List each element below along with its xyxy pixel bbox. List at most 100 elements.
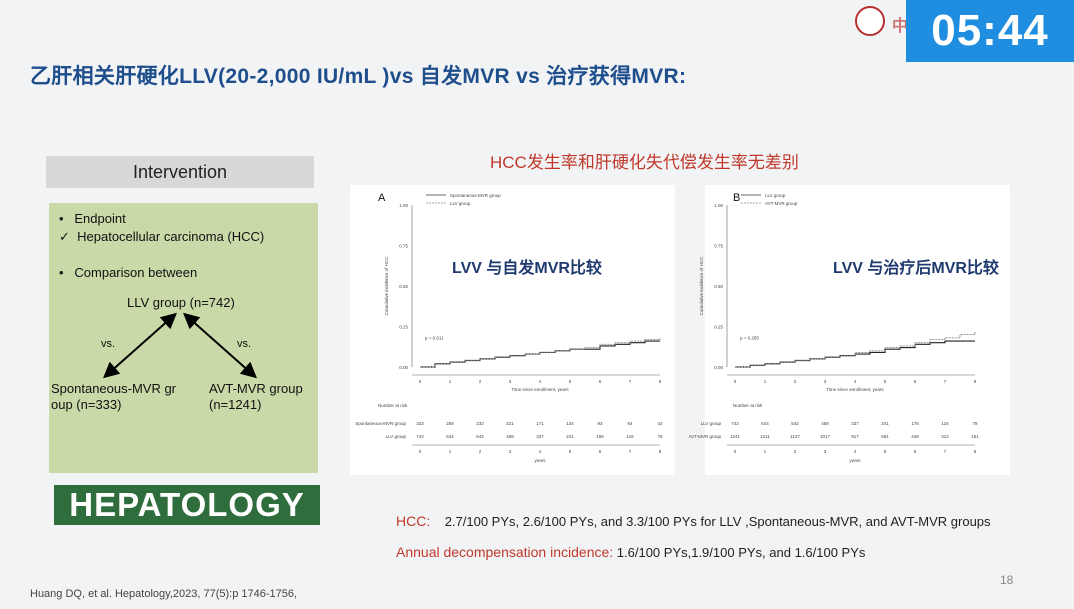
x-tick-label: 3: [509, 379, 512, 384]
panel-a-background: [350, 185, 675, 475]
risk-x-label: years: [849, 458, 861, 463]
logo-text: 中: [892, 18, 909, 35]
spontaneous-group-label-2: oup (n=333): [51, 397, 122, 412]
risk-value: 221: [506, 421, 514, 426]
risk-value: 458: [821, 421, 829, 426]
llv-group-label: LLV group (n=742): [127, 295, 235, 310]
series-line-2: [420, 337, 661, 368]
x-tick-label: 2: [794, 379, 797, 384]
legend-entry: LLV group: [450, 201, 471, 206]
risk-value: 742: [731, 421, 739, 426]
bullet-comparison: • Comparison between: [59, 265, 198, 280]
legend-entry: Spontaneous-MVR group: [450, 193, 501, 198]
y-tick-label: 0.00: [714, 365, 723, 370]
risk-x-tick: 4: [854, 449, 857, 454]
x-tick-label: 2: [479, 379, 482, 384]
risk-value: 134: [566, 421, 574, 426]
x-tick-label: 8: [659, 379, 662, 384]
risk-x-label: years: [534, 458, 546, 463]
x-tick-label: 5: [569, 379, 572, 384]
x-tick-label: 7: [629, 379, 632, 384]
risk-value: 458: [506, 434, 514, 439]
risk-table-title: Number at risk: [733, 403, 763, 408]
risk-x-tick: 0: [419, 449, 422, 454]
risk-value: 337: [851, 421, 859, 426]
x-tick-label: 6: [599, 379, 602, 384]
check-hcc: ✓ Hepatocellular carcinoma (HCC): [59, 229, 265, 244]
risk-x-tick: 2: [794, 449, 797, 454]
risk-value: 241: [566, 434, 574, 439]
risk-x-tick: 5: [569, 449, 572, 454]
panel-letter: A: [378, 192, 386, 204]
risk-value: 333: [416, 421, 424, 426]
y-tick-label: 0.25: [714, 325, 723, 330]
risk-x-tick: 8: [659, 449, 662, 454]
decompensation-result-line: Annual decompensation incidence: 1.6/100…: [396, 544, 865, 560]
risk-x-tick: 6: [599, 449, 602, 454]
y-tick-label: 1.00: [399, 203, 408, 208]
series-line-2: [735, 331, 976, 368]
risk-value: 116: [941, 421, 949, 426]
y-tick-label: 1.00: [714, 203, 723, 208]
risk-value: 644: [761, 421, 769, 426]
legend-entry: LLV group: [765, 193, 786, 198]
risk-value: 742: [416, 434, 424, 439]
risk-value: 116: [626, 434, 634, 439]
risk-x-tick: 3: [824, 449, 827, 454]
bullet-endpoint: • Endpoint: [59, 211, 126, 226]
risk-x-tick: 0: [734, 449, 737, 454]
risk-value: 259: [446, 421, 454, 426]
risk-x-tick: 1: [449, 449, 452, 454]
panel-b-overlay: LVV 与治疗后MVR比较: [833, 260, 999, 277]
risk-value: 542: [791, 421, 799, 426]
y-tick-label: 0.75: [714, 244, 723, 249]
x-tick-label: 3: [824, 379, 827, 384]
risk-value: 151: [971, 434, 979, 439]
risk-x-tick: 3: [509, 449, 512, 454]
hcc-result-label: HCC:: [396, 513, 431, 529]
risk-value: 241: [881, 421, 889, 426]
avt-group-label-2: (n=1241): [209, 397, 262, 412]
risk-value: 64: [627, 421, 633, 426]
slide-title: 乙肝相关肝硬化LLV(20-2,000 IU/mL )vs 自发MVR vs 治…: [30, 65, 687, 88]
panel-b-background: [705, 185, 1010, 475]
y-tick-label: 0.00: [399, 365, 408, 370]
legend-entry: AVT-MVR group: [765, 201, 798, 206]
risk-value: 232: [476, 421, 484, 426]
university-logo-icon: [855, 6, 885, 36]
risk-value: 176: [911, 421, 919, 426]
x-axis-label: Time since enrollment, years: [826, 387, 884, 392]
risk-row-label: AVT-MVR group: [689, 434, 722, 439]
risk-x-tick: 1: [764, 449, 767, 454]
risk-value: 1127: [790, 434, 800, 439]
intervention-box: • Endpoint ✓ Hepatocellular carcinoma (H…: [49, 203, 318, 473]
risk-x-tick: 7: [629, 449, 632, 454]
spontaneous-group-label-1: Spontaneous-MVR gr: [51, 381, 177, 396]
p-value: p = 0.265: [740, 335, 759, 340]
x-axis-label: Time since enrollment, years: [511, 387, 569, 392]
y-tick-label: 0.75: [399, 244, 408, 249]
risk-x-tick: 2: [479, 449, 482, 454]
x-tick-label: 1: [449, 379, 452, 384]
risk-row-label: Spontaneous-MVR group: [355, 421, 406, 426]
risk-value: 1211: [760, 434, 770, 439]
hcc-result-line: HCC: 2.7/100 PYs, 2.6/100 PYs, and 3.3/1…: [396, 513, 991, 529]
y-tick-label: 0.50: [399, 284, 408, 289]
x-tick-label: 8: [974, 379, 977, 384]
risk-row-label: LLV group: [386, 434, 407, 439]
y-tick-label: 0.50: [714, 284, 723, 289]
journal-logo: HEPATOLOGY: [54, 485, 320, 525]
risk-value: 917: [851, 434, 859, 439]
risk-value: 448: [911, 434, 919, 439]
x-tick-label: 7: [944, 379, 947, 384]
page-number: 18: [1000, 573, 1014, 587]
risk-value: 93: [597, 421, 603, 426]
risk-value: 43: [657, 421, 663, 426]
x-tick-label: 4: [539, 379, 542, 384]
risk-value: 644: [446, 434, 454, 439]
x-tick-label: 0: [419, 379, 422, 384]
risk-value: 78: [972, 421, 978, 426]
intervention-header: Intervention: [46, 156, 314, 188]
risk-value: 1017: [820, 434, 831, 439]
